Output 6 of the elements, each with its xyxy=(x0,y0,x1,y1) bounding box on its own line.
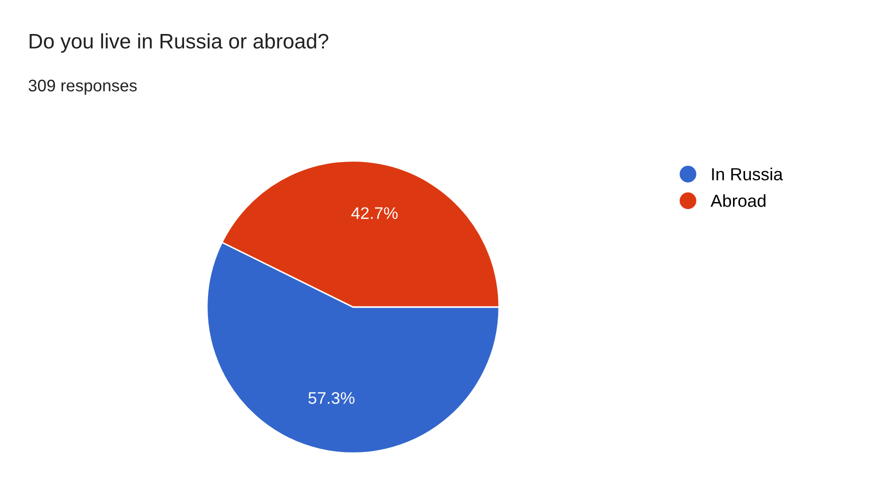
chart-subtitle: 309 responses xyxy=(28,80,137,95)
data-label: 57.3% xyxy=(308,392,354,404)
chart-title: Do you live in Russia or abroad? xyxy=(30,33,328,53)
legend-label: Abroad xyxy=(710,194,766,207)
data-label: 42.7% xyxy=(351,207,398,219)
legend-label: In Russia xyxy=(712,168,783,180)
